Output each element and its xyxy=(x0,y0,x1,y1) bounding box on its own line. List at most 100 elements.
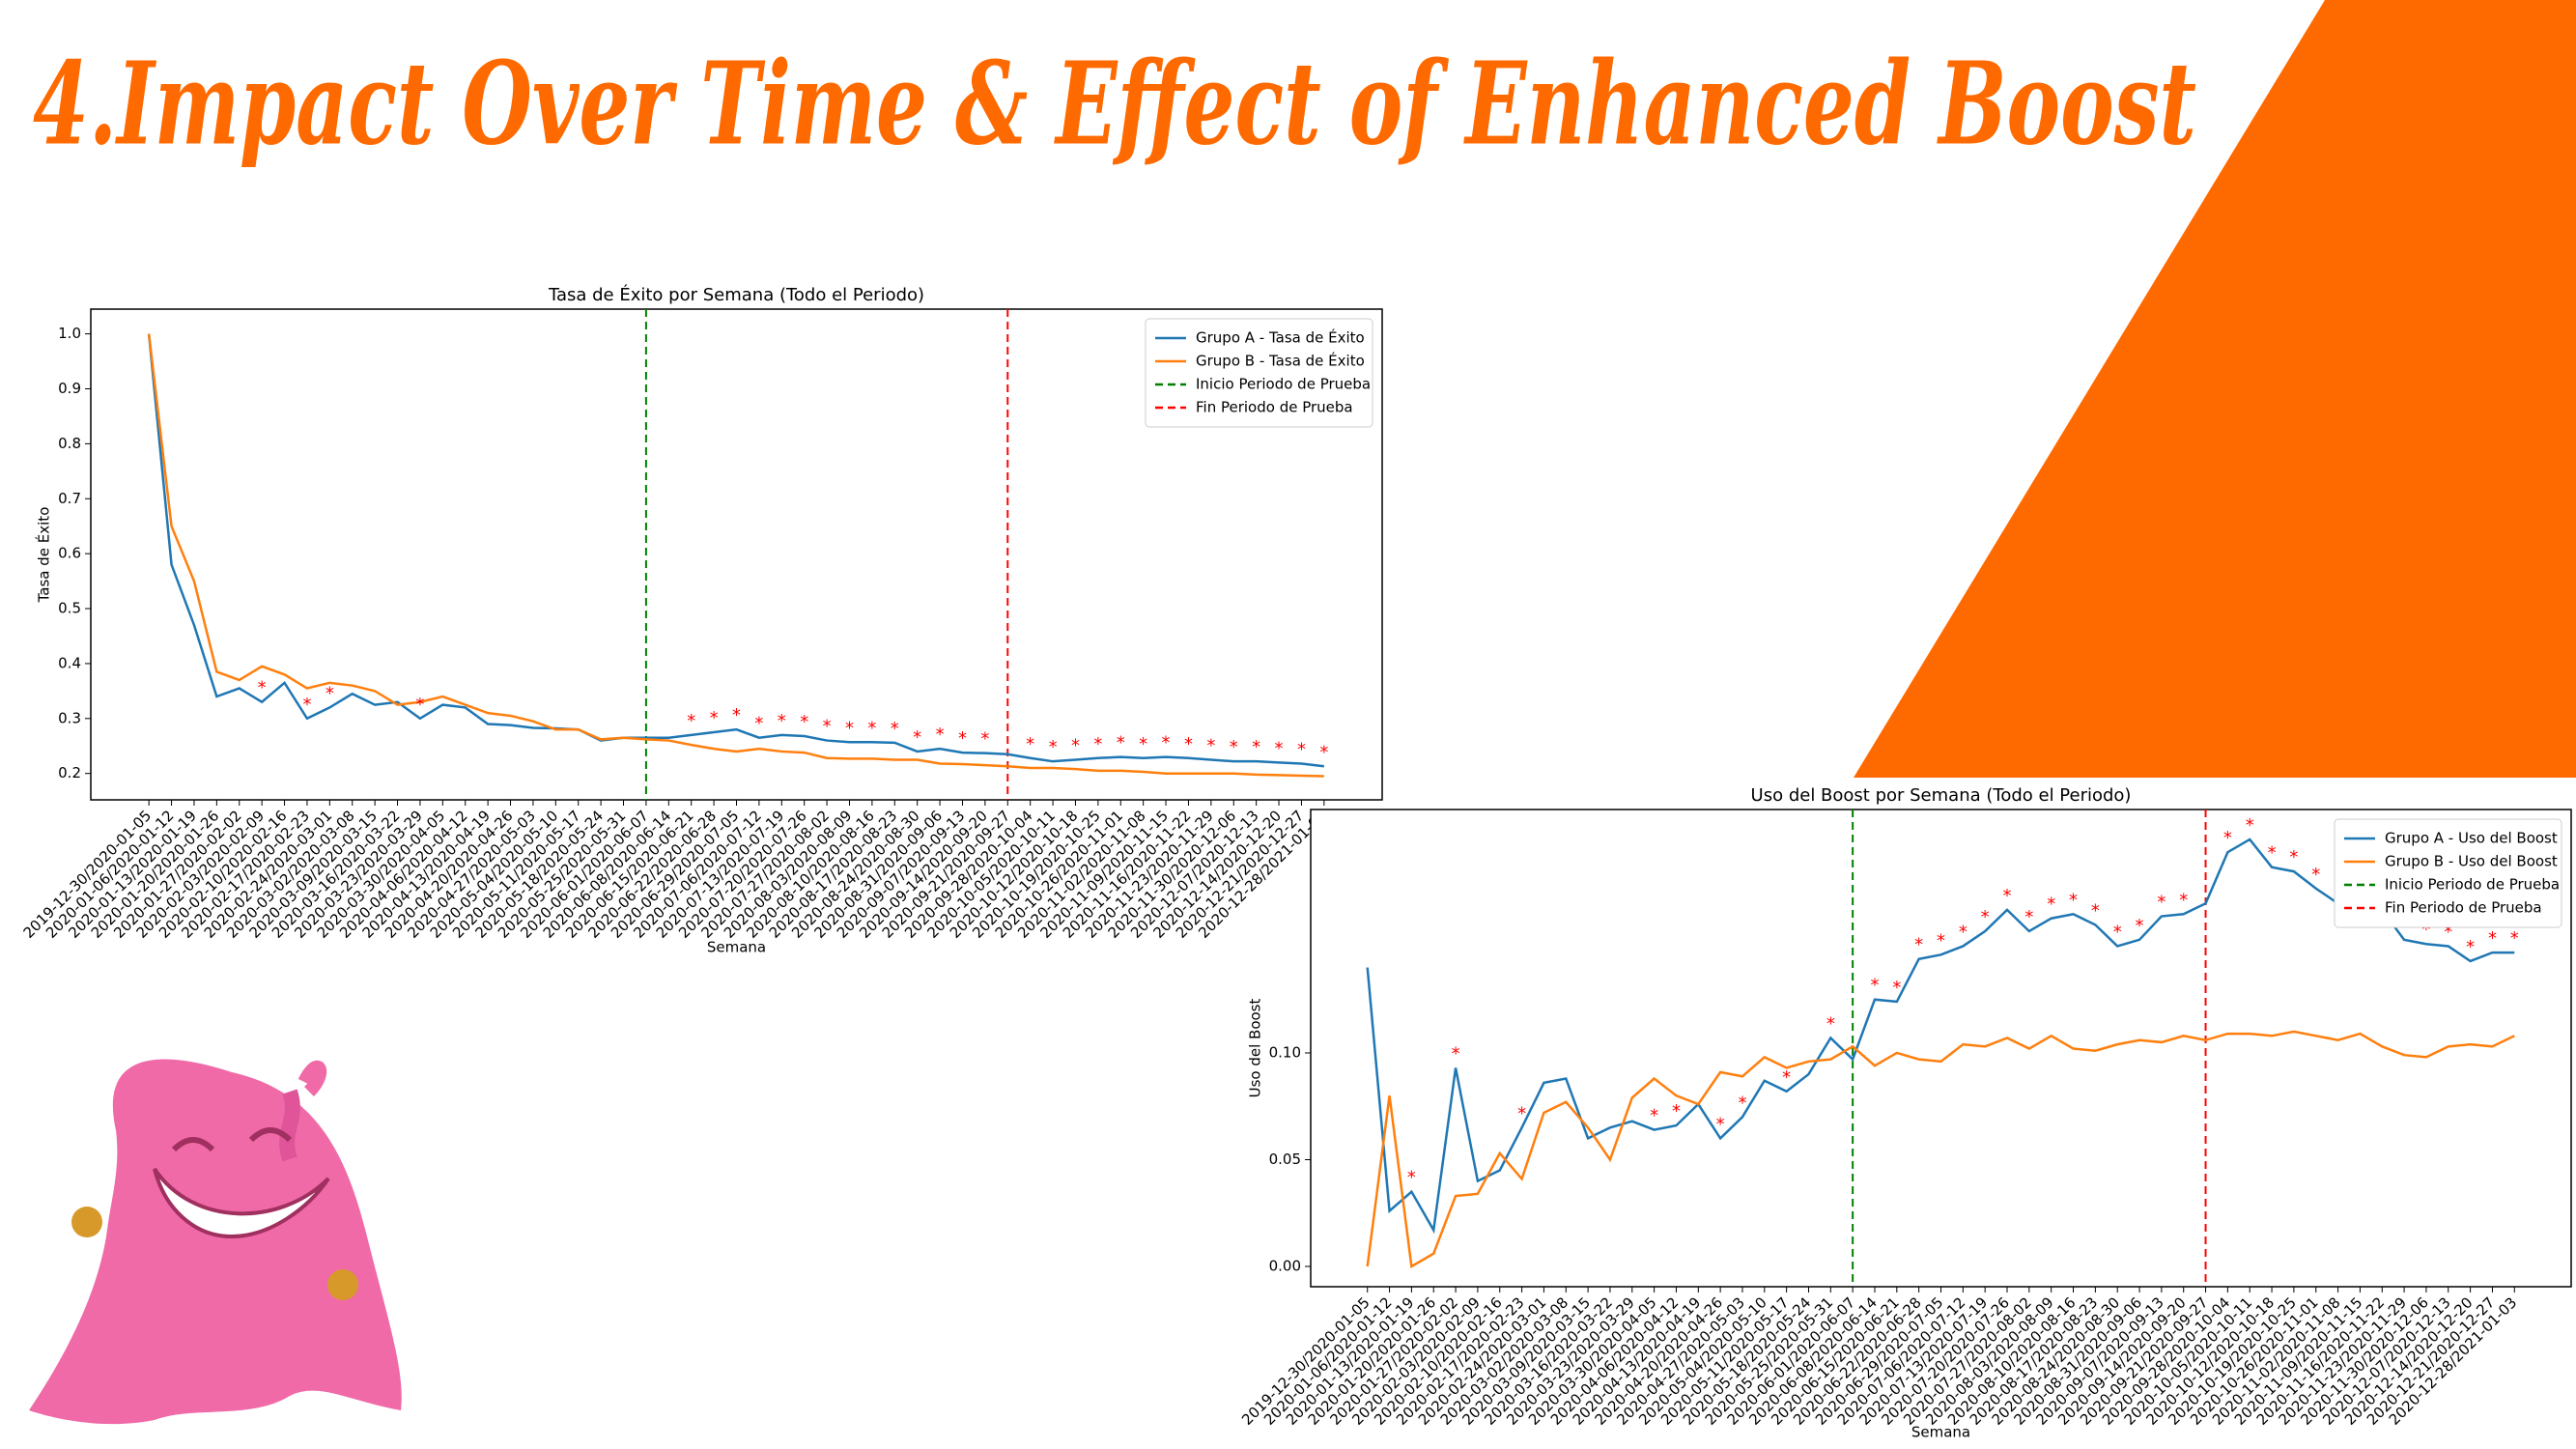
y-axis-label: Tasa de Éxito xyxy=(35,507,53,604)
series-line xyxy=(147,333,1324,768)
chart-title: Uso del Boost por Semana (Todo el Period… xyxy=(1751,785,2132,806)
legend-label: Inicio Periodo de Prueba xyxy=(1196,376,1371,393)
significance-marker: * xyxy=(2246,815,2254,836)
significance-marker: * xyxy=(1782,1067,1791,1088)
significance-marker: * xyxy=(1252,737,1260,757)
significance-marker: * xyxy=(1049,737,1058,757)
significance-marker: * xyxy=(2268,843,2277,864)
significance-marker: * xyxy=(1162,733,1171,753)
significance-marker: * xyxy=(258,678,267,698)
significance-marker: * xyxy=(1071,735,1080,755)
legend-label: Grupo A - Tasa de Éxito xyxy=(1196,328,1365,347)
significance-marker: * xyxy=(936,724,945,745)
y-tick-label: 0.05 xyxy=(1269,1151,1301,1168)
y-tick-label: 0.9 xyxy=(58,380,81,397)
significance-marker: * xyxy=(2003,886,2012,906)
legend-label: Fin Periodo de Prueba xyxy=(2385,899,2542,917)
series-line xyxy=(147,333,1324,778)
significance-marker: * xyxy=(1319,742,1328,762)
significance-marker: * xyxy=(845,718,854,738)
significance-marker: * xyxy=(1452,1043,1460,1064)
significance-marker: * xyxy=(1738,1093,1746,1113)
y-tick-label: 0.10 xyxy=(1269,1043,1301,1061)
significance-marker: * xyxy=(980,729,989,750)
significance-marker: * xyxy=(2047,895,2055,915)
significance-marker: * xyxy=(2113,922,2122,942)
significance-marker: * xyxy=(2069,890,2078,910)
significance-marker: * xyxy=(1026,734,1034,754)
significance-marker: * xyxy=(1672,1101,1681,1122)
y-tick-label: 1.0 xyxy=(58,325,81,342)
significance-marker: * xyxy=(2223,828,2232,848)
significance-marker: * xyxy=(913,727,921,748)
series-line xyxy=(1366,838,2515,1235)
legend-label: Grupo A - Uso del Boost xyxy=(2385,830,2558,847)
significance-marker: * xyxy=(2024,907,2033,927)
significance-marker: * xyxy=(1870,976,1879,996)
significance-marker: * xyxy=(732,705,741,725)
significance-marker: * xyxy=(1716,1114,1725,1134)
y-tick-label: 0.7 xyxy=(58,490,81,507)
significance-marker: * xyxy=(2421,920,2430,940)
significance-marker: * xyxy=(1959,922,1967,942)
significance-marker: * xyxy=(2488,928,2497,949)
legend-label: Fin Periodo de Prueba xyxy=(1196,399,1353,416)
chart-title: Tasa de Éxito por Semana (Todo el Period… xyxy=(548,284,924,305)
y-tick-label: 0.6 xyxy=(58,545,81,562)
significance-marker: * xyxy=(2311,865,2320,885)
significance-marker: * xyxy=(2157,893,2166,913)
y-tick-label: 0.00 xyxy=(1269,1258,1301,1275)
significance-marker: * xyxy=(778,711,786,731)
significance-marker: * xyxy=(1517,1103,1526,1123)
significance-marker: * xyxy=(1275,738,1284,758)
significance-marker: * xyxy=(302,695,311,715)
significance-marker: * xyxy=(958,728,967,749)
significance-marker: * xyxy=(754,714,763,734)
significance-marker: * xyxy=(1937,930,1945,951)
significance-marker: * xyxy=(1117,733,1125,753)
orange-shape xyxy=(1854,0,2576,778)
significance-marker: * xyxy=(1407,1168,1416,1188)
legend xyxy=(1145,318,1373,428)
significance-marker: * xyxy=(2091,900,2100,921)
significance-marker: * xyxy=(687,711,695,731)
slide-title: 4.Impact Over Time & Effect of Enhanced … xyxy=(33,37,2196,171)
significance-marker: * xyxy=(2510,928,2519,949)
significance-marker: * xyxy=(1139,734,1147,754)
legend-label: Grupo B - Uso del Boost xyxy=(2385,853,2558,870)
significance-marker: * xyxy=(1297,739,1306,759)
significance-marker: * xyxy=(1892,978,1901,998)
significance-marker: * xyxy=(1826,1014,1835,1035)
significance-marker: * xyxy=(1650,1106,1658,1126)
significance-marker: * xyxy=(2136,916,2144,936)
significance-marker: * xyxy=(2289,847,2298,867)
x-axis-label: Semana xyxy=(1911,1424,1970,1441)
significance-marker: * xyxy=(415,695,424,715)
significance-marker: * xyxy=(1981,907,1990,927)
legend-label: Inicio Periodo de Prueba xyxy=(2385,876,2560,894)
y-axis-label: Uso del Boost xyxy=(1247,999,1264,1098)
significance-marker: * xyxy=(1914,935,1923,955)
y-tick-label: 0.3 xyxy=(58,709,81,726)
significance-marker: * xyxy=(326,683,334,703)
mascot xyxy=(29,1059,402,1425)
significance-marker: * xyxy=(823,717,832,737)
significance-marker: * xyxy=(891,719,899,739)
significance-marker: * xyxy=(800,712,808,732)
y-tick-label: 0.4 xyxy=(58,654,81,671)
y-tick-label: 0.5 xyxy=(58,600,81,617)
legend xyxy=(2334,818,2562,928)
significance-marker: * xyxy=(2179,890,2188,910)
significance-marker: * xyxy=(710,708,719,728)
significance-marker: * xyxy=(2466,937,2475,957)
legend-label: Grupo B - Tasa de Éxito xyxy=(1196,352,1365,370)
significance-marker: * xyxy=(1184,734,1193,754)
x-axis-label: Semana xyxy=(707,939,766,956)
significance-marker: * xyxy=(2444,922,2452,942)
y-tick-label: 0.2 xyxy=(58,764,81,781)
significance-marker: * xyxy=(1230,737,1238,757)
y-tick-label: 0.8 xyxy=(58,435,81,452)
significance-marker: * xyxy=(867,718,876,738)
series-line xyxy=(1366,1030,2515,1269)
